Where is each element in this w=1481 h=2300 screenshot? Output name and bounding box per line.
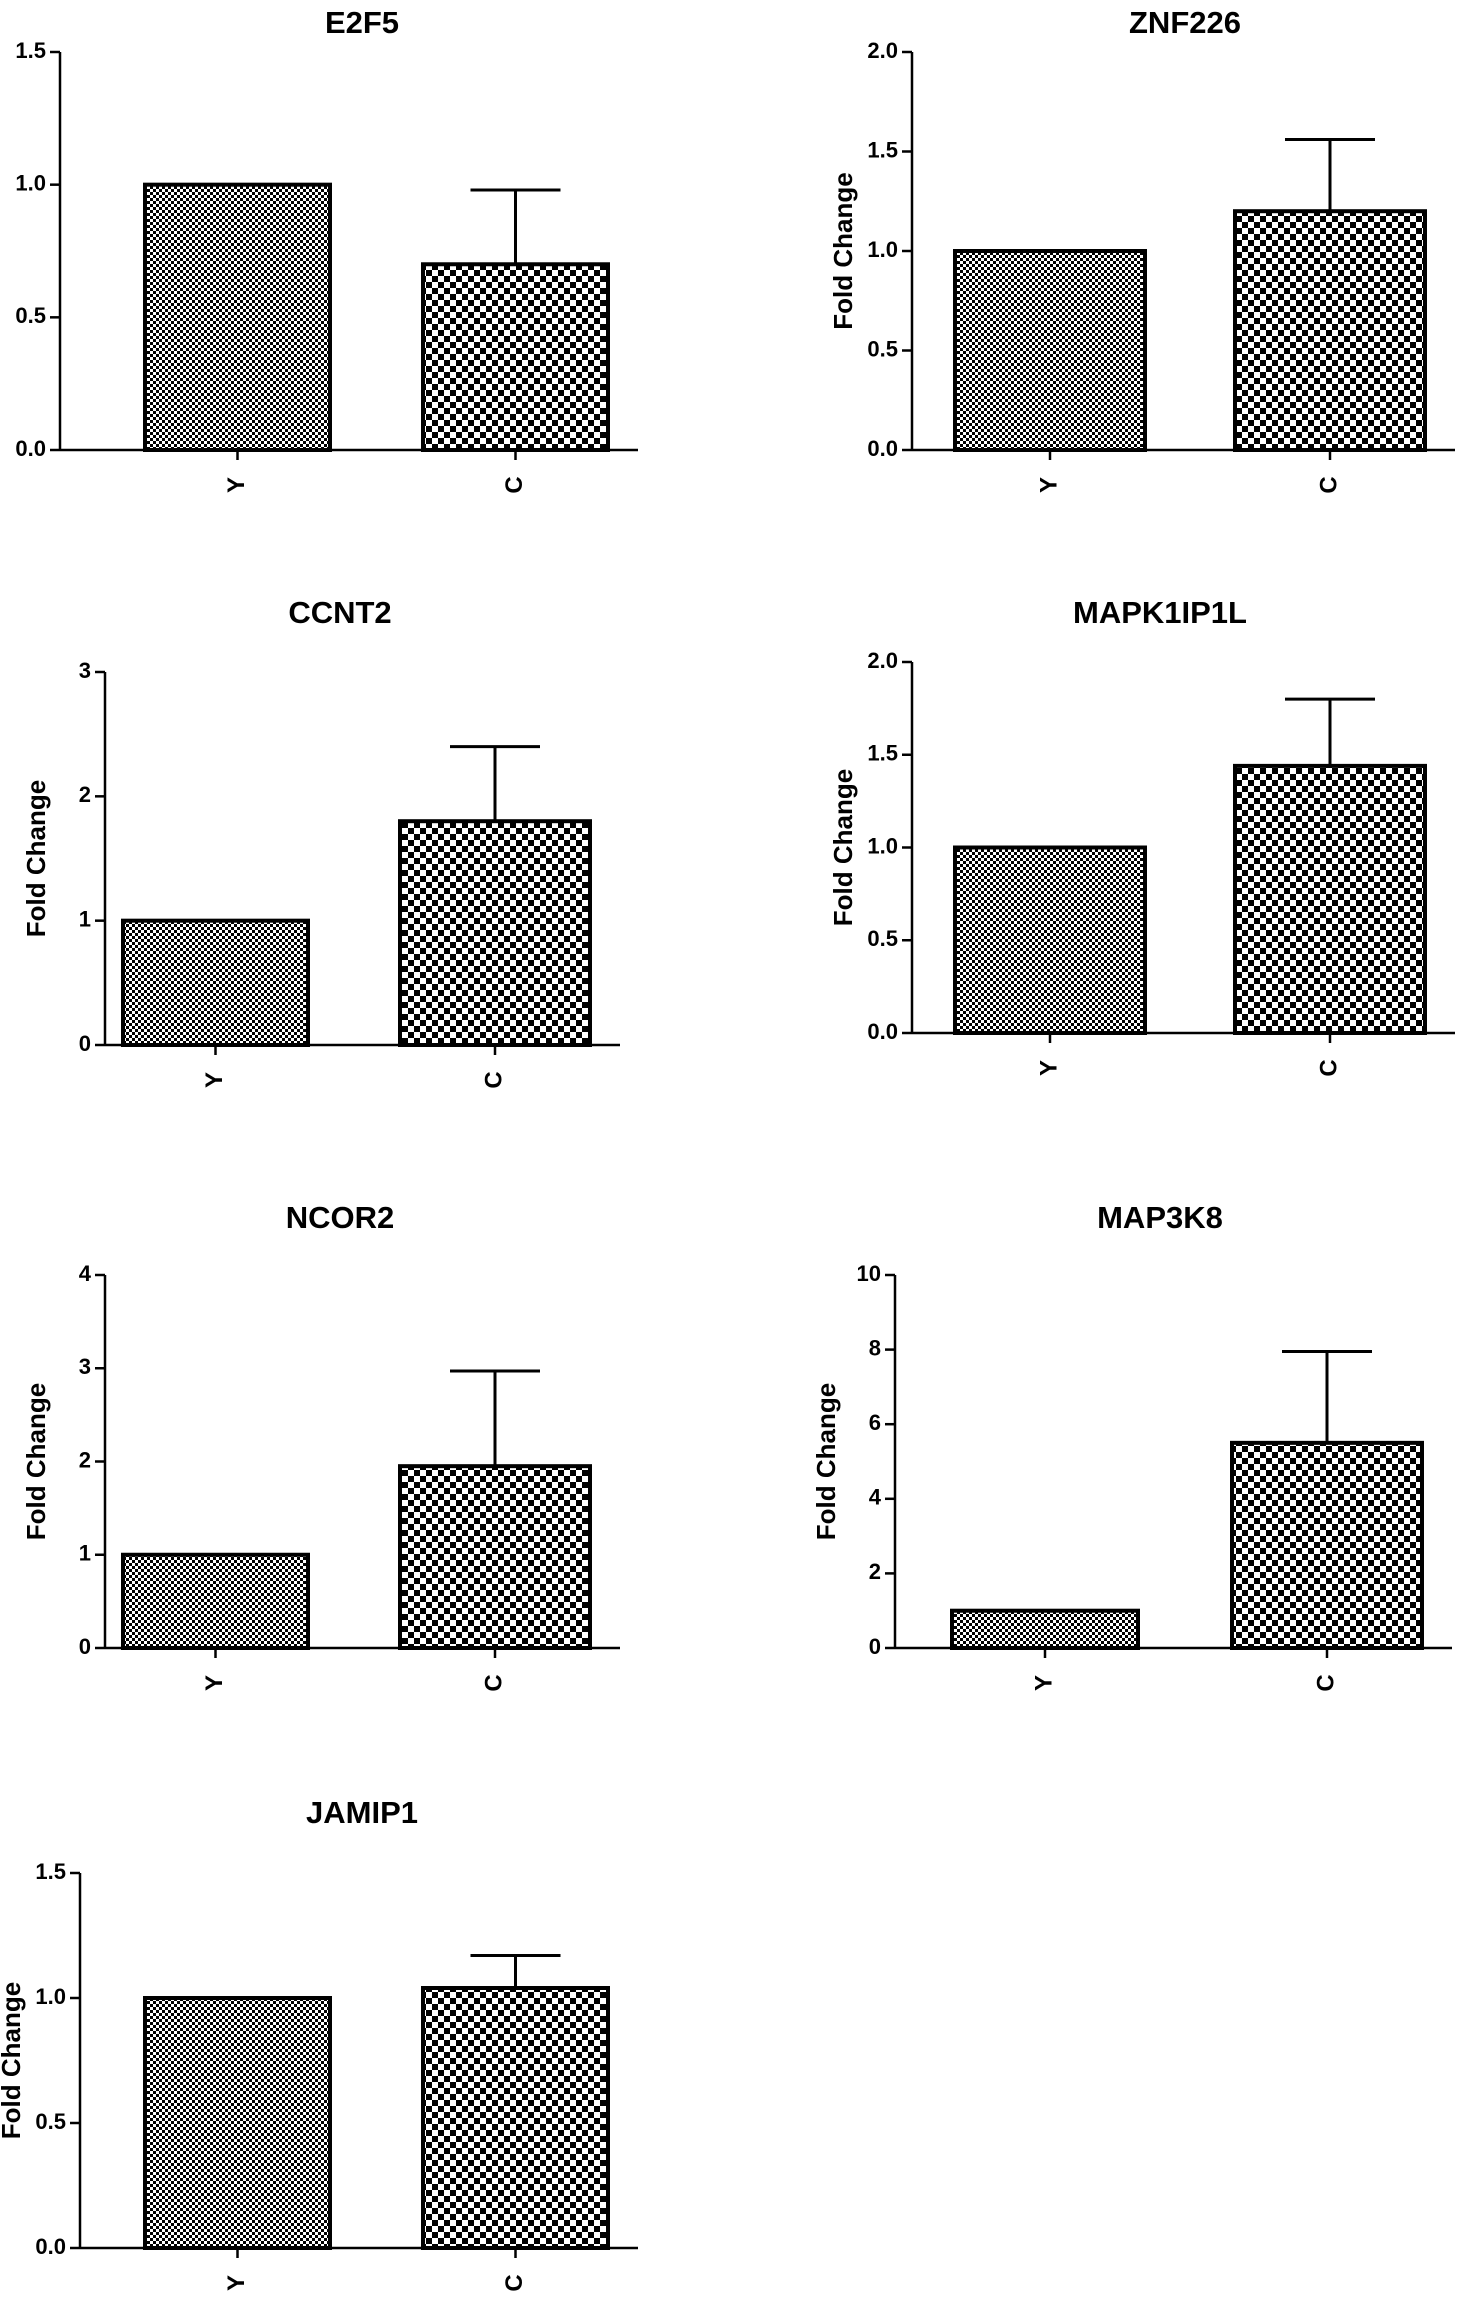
- chart-title: MAP3K8: [1097, 1200, 1223, 1235]
- y-tick-label: 1.5: [867, 137, 898, 162]
- bar-y: [953, 845, 1147, 1035]
- bar-c: [1233, 209, 1427, 452]
- y-tick-label: 1.5: [15, 38, 46, 63]
- chart-title: CCNT2: [288, 595, 391, 630]
- bar-c: [421, 1986, 610, 2250]
- chart-title: JAMIP1: [306, 1795, 418, 1830]
- y-tick-label: 0: [79, 1634, 91, 1659]
- y-tick-label: 0.5: [867, 336, 898, 361]
- y-tick-label: 10: [857, 1261, 881, 1286]
- chart-panel-znf226: ZNF226 Fold Change 0.0 0.5 1.0 1.5 2.0 Y C: [828, 5, 1455, 494]
- bar-c: [398, 819, 592, 1048]
- bar-y: [121, 918, 310, 1048]
- x-tick-label: Y: [223, 477, 250, 493]
- y-axis-label: Fold Change: [21, 780, 51, 937]
- x-tick-label: C: [480, 1071, 507, 1088]
- bar-c: [398, 1464, 592, 1650]
- x-tick-label: C: [501, 476, 528, 493]
- y-tick-label: 2.0: [867, 648, 898, 673]
- chart-panel-map3k8: MAP3K8 Fold Change 0 2 4 6 8 10 Y C: [811, 1200, 1452, 1692]
- x-tick-label: Y: [201, 1675, 228, 1691]
- y-tick-label: 3: [79, 658, 91, 683]
- bar-y: [121, 1552, 310, 1650]
- y-tick-label: 4: [79, 1261, 92, 1286]
- y-tick-label: 1.5: [35, 1859, 66, 1884]
- x-tick-label: C: [501, 2274, 528, 2291]
- chart-title: E2F5: [325, 5, 399, 40]
- chart-title: MAPK1IP1L: [1073, 595, 1247, 630]
- y-tick-label: 0.5: [867, 926, 898, 951]
- y-tick-label: 0.0: [867, 1019, 898, 1044]
- y-tick-label: 6: [869, 1410, 881, 1435]
- y-tick-label: 2: [79, 782, 91, 807]
- x-tick-label: C: [1312, 1674, 1339, 1691]
- chart-panel-e2f5: E2F5 0.0 0.5 1.0 1.5 Y C: [15, 5, 638, 494]
- x-tick-label: Y: [1035, 477, 1062, 493]
- y-tick-label: 0.5: [15, 303, 46, 328]
- chart-panel-ccnt2: CCNT2 Fold Change 0 1 2 3 Y C: [21, 595, 620, 1089]
- y-tick-label: 2.0: [867, 38, 898, 63]
- y-tick-label: 1.0: [867, 833, 898, 858]
- chart-title: NCOR2: [286, 1200, 395, 1235]
- x-tick-label: C: [1315, 1059, 1342, 1076]
- chart-panel-mapk1ip1l: MAPK1IP1L Fold Change 0.0 0.5 1.0 1.5 2.0 Y C: [828, 595, 1455, 1077]
- x-tick-label: Y: [223, 2275, 250, 2291]
- y-axis-label: Fold Change: [811, 1383, 841, 1540]
- y-tick-label: 1.5: [867, 741, 898, 766]
- y-tick-label: 2: [79, 1447, 91, 1472]
- y-tick-label: 0.0: [15, 436, 46, 461]
- y-tick-label: 0.0: [35, 2234, 66, 2259]
- y-tick-label: 1: [79, 1541, 91, 1566]
- chart-title: ZNF226: [1129, 5, 1241, 40]
- x-tick-label: Y: [1030, 1675, 1057, 1691]
- y-tick-label: 2: [869, 1559, 881, 1584]
- x-tick-label: C: [480, 1674, 507, 1691]
- y-tick-label: 1.0: [867, 237, 898, 262]
- y-axis-label: Fold Change: [828, 769, 858, 926]
- bar-c: [421, 262, 610, 452]
- bar-y: [143, 1996, 332, 2250]
- y-axis-label: Fold Change: [21, 1383, 51, 1540]
- y-axis-label: Fold Change: [828, 172, 858, 329]
- x-tick-label: Y: [201, 1072, 228, 1088]
- bar-y: [953, 249, 1147, 452]
- bar-y: [143, 182, 332, 453]
- chart-panel-ncor2: NCOR2 Fold Change 0 1 2 3 4 Y C: [21, 1200, 620, 1692]
- y-tick-label: 8: [869, 1335, 881, 1360]
- bar-y: [950, 1608, 1140, 1650]
- y-axis-label: Fold Change: [0, 1982, 26, 2139]
- x-tick-label: C: [1315, 476, 1342, 493]
- y-tick-label: 0.0: [867, 436, 898, 461]
- bar-c: [1230, 1440, 1424, 1650]
- y-tick-label: 0: [869, 1634, 881, 1659]
- y-tick-label: 3: [79, 1354, 91, 1379]
- y-tick-label: 1.0: [35, 1984, 66, 2009]
- y-tick-label: 4: [869, 1485, 882, 1510]
- bar-c: [1233, 763, 1427, 1035]
- y-tick-label: 1.0: [15, 170, 46, 195]
- x-tick-label: Y: [1035, 1060, 1062, 1076]
- y-tick-label: 0: [79, 1031, 91, 1056]
- chart-panel-jamip1: JAMIP1 Fold Change 0.0 0.5 1.0 1.5 Y C: [0, 1795, 638, 2292]
- y-tick-label: 0.5: [35, 2109, 66, 2134]
- y-tick-label: 1: [79, 906, 91, 931]
